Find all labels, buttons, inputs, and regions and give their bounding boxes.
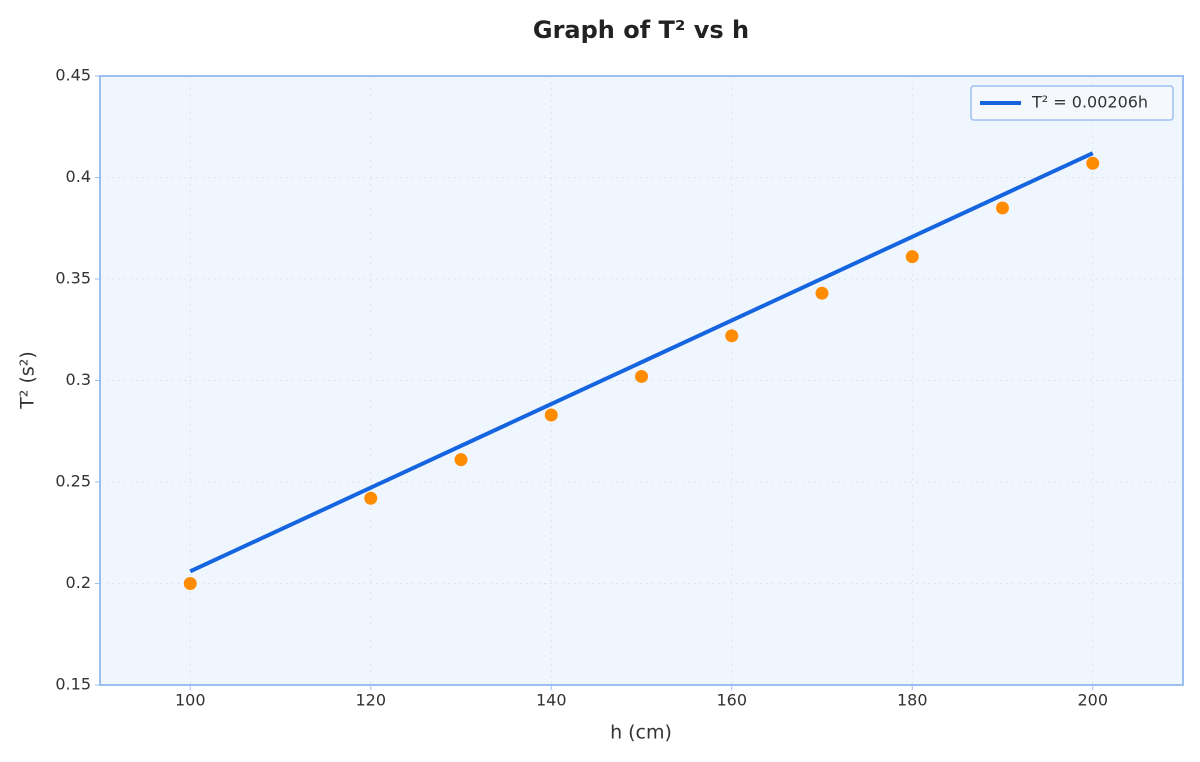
x-tick-label: 180 <box>897 691 928 710</box>
legend-label: T² = 0.00206h <box>1031 93 1148 112</box>
x-tick-label: 160 <box>716 691 747 710</box>
point <box>183 577 197 590</box>
point <box>725 329 739 343</box>
chart-title: Graph of T² vs h <box>533 16 749 44</box>
y-tick-label: 0.4 <box>66 167 91 186</box>
y-axis-label: T² (s²) <box>17 351 39 410</box>
point <box>544 408 558 422</box>
x-axis-label: h (cm) <box>610 722 672 744</box>
plot-border <box>99 75 1184 686</box>
legend-box <box>970 85 1174 121</box>
x-tick-label: 120 <box>355 691 386 710</box>
point <box>454 453 468 467</box>
y-tick-label: 0.25 <box>55 472 91 491</box>
y-tick-label: 0.3 <box>66 370 91 389</box>
legend: T² = 0.00206h <box>970 85 1174 121</box>
point <box>905 250 919 264</box>
point <box>635 369 648 383</box>
x-tick-label: 140 <box>536 691 567 710</box>
fit-line <box>189 151 1094 574</box>
point <box>996 201 1009 215</box>
point <box>815 286 829 300</box>
point <box>1086 156 1100 170</box>
y-tick-label: 0.2 <box>66 573 91 592</box>
x-tick-label: 100 <box>175 691 206 710</box>
y-tick-label: 0.45 <box>55 66 91 85</box>
y-tick-label: 0.15 <box>55 675 91 694</box>
point <box>364 491 378 505</box>
y-tick-label: 0.35 <box>55 269 91 288</box>
x-tick-label: 200 <box>1077 691 1108 710</box>
